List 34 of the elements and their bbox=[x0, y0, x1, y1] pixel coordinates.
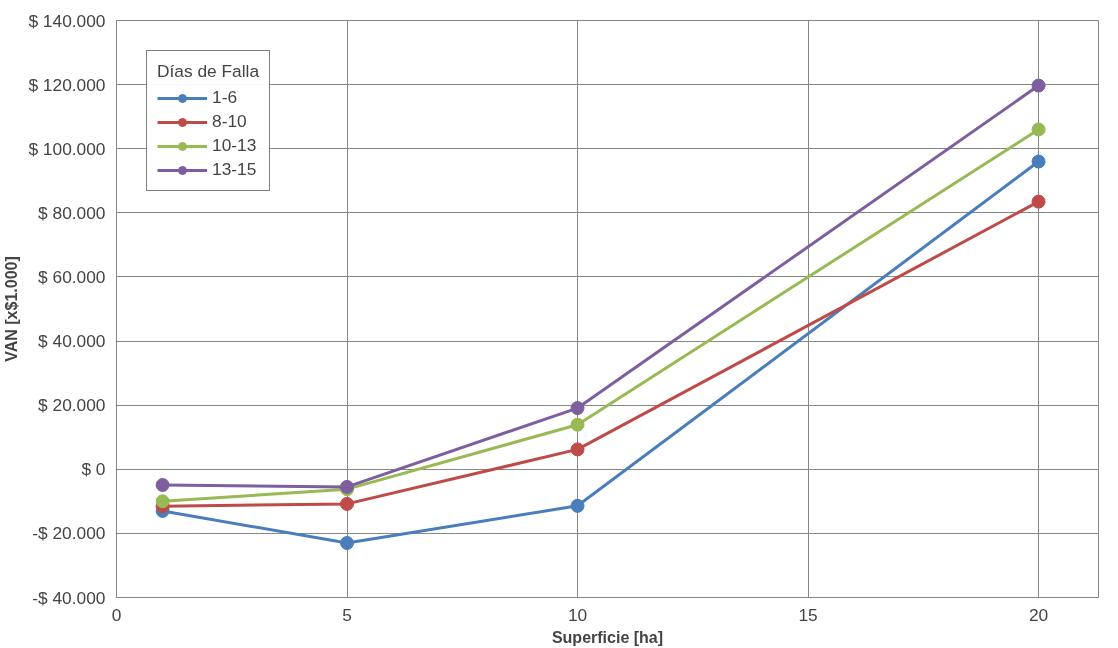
point bbox=[155, 494, 170, 509]
point bbox=[570, 498, 585, 513]
point bbox=[340, 496, 355, 511]
y-tick-label: $ 140.000 bbox=[28, 10, 106, 31]
point bbox=[1031, 122, 1046, 137]
point bbox=[155, 478, 170, 492]
y-tick-label: -$ 40.000 bbox=[32, 587, 106, 608]
x-axis-title: Superficie [ha] bbox=[551, 628, 664, 646]
point bbox=[1031, 154, 1046, 169]
x-tick-label: 0 bbox=[111, 604, 122, 625]
x-tick-label: 10 bbox=[567, 604, 588, 625]
y-tick-label: -$ 20.000 bbox=[32, 523, 106, 544]
y-axis-title: VAN [x$1.000] bbox=[3, 256, 21, 362]
y-tick-label: $ 60.000 bbox=[38, 266, 106, 287]
point bbox=[570, 442, 585, 457]
point bbox=[340, 536, 355, 550]
y-tick-label: $ 100.000 bbox=[28, 138, 106, 159]
point bbox=[1031, 78, 1046, 93]
legend-label: 8-10 bbox=[212, 111, 247, 132]
x-tick-label: 5 bbox=[342, 604, 352, 625]
point bbox=[570, 417, 585, 432]
legend-label: 13-15 bbox=[212, 159, 257, 180]
y-tick-label: $ 40.000 bbox=[38, 331, 106, 352]
legend-label: 10-13 bbox=[212, 135, 257, 156]
point bbox=[1031, 194, 1046, 209]
point bbox=[570, 401, 585, 416]
y-tick-label: $ 80.000 bbox=[38, 202, 106, 223]
x-tick-label: 20 bbox=[1028, 604, 1049, 625]
x-tick-label: 15 bbox=[798, 604, 818, 625]
y-tick-label: $ 20.000 bbox=[38, 395, 106, 416]
legend-title: Días de Falla bbox=[157, 61, 260, 82]
legend-label: 1-6 bbox=[212, 87, 238, 108]
y-tick-label: $ 0 bbox=[81, 459, 106, 480]
y-tick-label: $ 120.000 bbox=[28, 74, 106, 95]
